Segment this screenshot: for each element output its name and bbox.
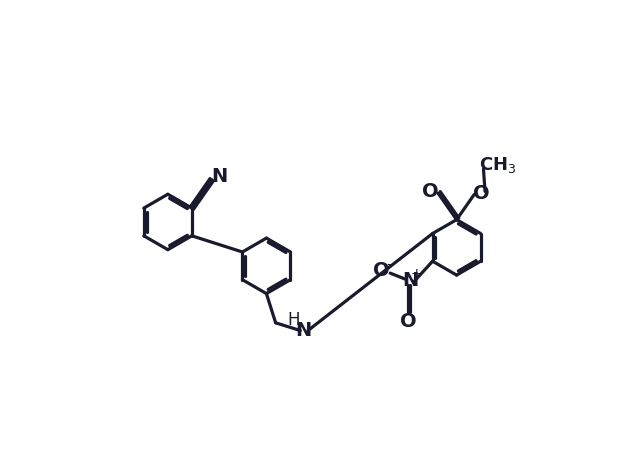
Text: H: H <box>288 311 300 329</box>
Text: +: + <box>410 267 422 281</box>
Text: N: N <box>211 167 228 186</box>
Text: CH$_3$: CH$_3$ <box>479 155 516 175</box>
Text: O: O <box>422 182 438 201</box>
Text: -: - <box>387 256 392 271</box>
Text: O: O <box>473 184 490 203</box>
Text: O: O <box>400 312 417 331</box>
Text: O: O <box>373 261 390 280</box>
Text: N: N <box>295 321 312 340</box>
Text: N: N <box>402 271 419 290</box>
